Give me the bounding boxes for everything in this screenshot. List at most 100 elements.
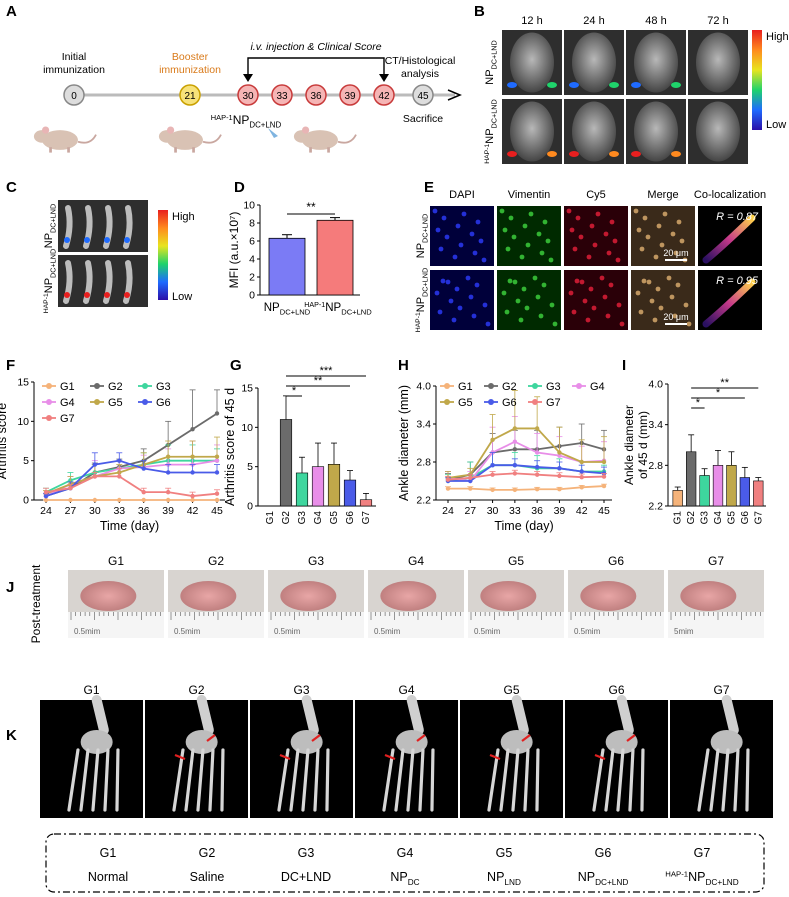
legend-label: G2 [502,381,517,393]
x-tick-label: 42 [576,505,588,517]
panel-k-ct-images: G1 G2 G3 G4 G5 G6 G7 G1 Normal G2 Saline G3 DC+LND G4… [40,683,773,893]
cell-signal [616,302,622,308]
ct-frame [355,700,458,818]
timeline-day: 33 [276,91,288,102]
injection-label: i.v. injection & Clinical Score [250,41,381,53]
toe-bone [640,748,645,812]
data-point [68,486,73,491]
data-point [512,426,518,431]
series-line [45,475,218,497]
toe-bone [709,748,720,812]
toe-bone [220,748,225,812]
mouse-icon [158,126,222,153]
lesion-arrow-icon [311,734,321,742]
tarsal-bone [605,730,638,754]
cell-signal [585,317,591,323]
group-label: G5 [508,554,524,568]
cell-signal [642,215,648,221]
signal-spot [507,82,517,88]
cell-signal [454,286,460,292]
cell-signal [451,317,457,323]
toe-bone [196,748,205,812]
paw-shape [80,581,137,611]
row-label: HAP-1NPDC+LND [415,268,429,333]
toe-bone [628,748,635,812]
cell-signal [432,208,438,214]
x-tick-label: G2 [686,511,697,525]
panel-f-arthritis-score-chart: 0 5 10 15 24 27 30 33 36 39 42 45 Time (day) Arthriti… [0,377,225,533]
cell-signal [602,294,608,300]
y-tick-label: 5 [247,461,253,473]
signal-spot [631,151,641,157]
lesion-arrow-icon [521,734,531,742]
timeline-day: 45 [417,91,429,102]
data-point [557,473,562,479]
data-point [190,454,195,459]
lesion-arrow-icon [174,753,186,761]
lesion-arrow-icon [489,753,501,761]
legend-label: G6 [156,397,171,409]
cell-signal [541,282,547,288]
x-tick-label: 30 [487,505,499,517]
tarsal-bone [290,730,323,754]
cell-signal [438,246,444,252]
bar [359,499,373,507]
cell-signal [582,298,588,304]
mouse-silhouette [510,32,554,93]
x-tick-label: 45 [598,505,610,517]
legend-group: G3 [298,846,315,860]
data-point [190,497,195,503]
y-tick-label: 6 [249,236,255,248]
cell-signal [512,279,518,285]
tibia-bone [406,695,424,735]
x-tick-label: 27 [464,505,476,517]
series-line [448,485,605,491]
cell-signal [569,227,575,233]
series-line [45,459,217,493]
legend-marker [532,399,538,405]
tibia-bone [511,695,529,735]
tarsal-bone [710,730,743,754]
x-tick-label: 45 [211,505,223,517]
mouse-silhouette [696,32,740,93]
cell-signal [638,309,644,315]
panel-label-b: B [474,3,485,20]
tarsal-bone [80,730,113,754]
legend-description: Normal [88,870,128,884]
significance-label: * [716,387,721,399]
x-tick-label: G3 [700,511,711,525]
cell-signal [646,279,652,285]
data-point [490,437,495,443]
data-point [512,462,518,468]
bar [699,475,710,507]
bar [726,465,737,507]
y-tick-label: 0 [23,495,29,507]
data-point [43,489,49,495]
ct-frame [40,700,143,818]
panel-label-e: E [424,179,434,196]
cell-signal [670,231,676,237]
cell-signal [635,290,641,296]
x-tick-label: HAP-1NPDC+LND [304,301,372,316]
data-point [579,475,584,480]
mouse-silhouette [510,101,554,162]
data-point [117,497,122,503]
column-label: DAPI [449,189,475,201]
cell-signal [675,282,681,288]
legend-marker [532,383,538,389]
signal-spot [507,151,517,157]
legend-label: G4 [60,397,75,409]
cell-signal [683,302,689,308]
y-axis-label: MFI (a.u.×10⁷) [227,212,241,289]
panel-j-paw-photos: G1 0.5mim G2 0.5mim G3 0.5mim G4 0.5mim G5 0.5mim… [29,554,764,643]
ruler [568,612,664,638]
group-label: G2 [208,554,224,568]
scale-bar-label: 20 μm [663,248,688,258]
data-point [468,475,473,481]
panel-h-ankle-diameter-chart: 2.2 2.8 3.4 4.0 24 27 30 33 36 39 42 45 Time (day) An… [397,381,612,533]
toe-bone [418,748,425,812]
data-point [445,477,451,482]
mouse-icon [293,126,357,153]
toe-bone [499,748,510,812]
